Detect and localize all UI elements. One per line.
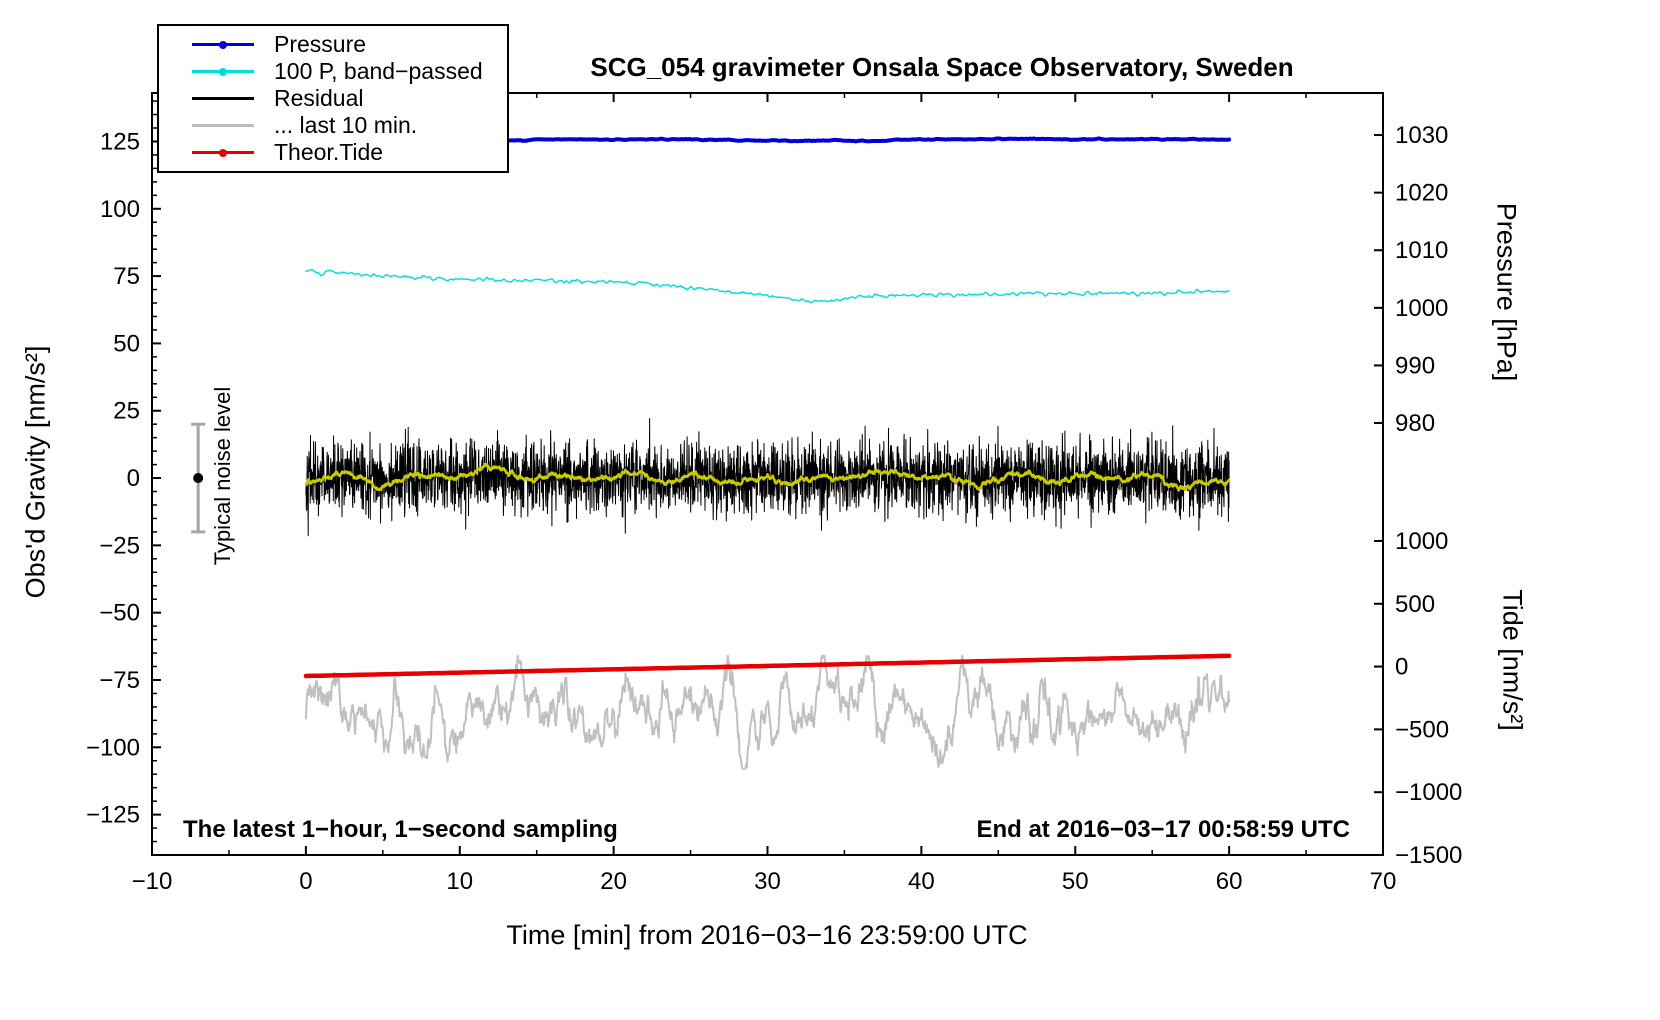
tide-tick-label: 500: [1395, 591, 1435, 618]
gravity-tick-label: 25: [113, 398, 140, 425]
legend-item-bandpassed: 100 P, band−passed: [159, 58, 507, 85]
x-tick-label: 30: [754, 868, 781, 895]
legend-label: Residual: [274, 85, 364, 111]
x-tick-label: 60: [1216, 868, 1243, 895]
x-tick-label: 70: [1370, 868, 1397, 895]
tide-tick-label: −500: [1395, 716, 1449, 743]
typical-noise-level-label: Typical noise level: [210, 386, 235, 566]
last10min-line-swatch: [159, 112, 264, 139]
x-tick-label: 10: [446, 868, 473, 895]
legend-label: Pressure: [274, 31, 367, 57]
tide-tick-label: −1500: [1395, 842, 1462, 869]
series-residual: [305, 418, 1230, 537]
x-tick-label: −10: [132, 868, 173, 895]
series-100-p-band-passed: [305, 269, 1230, 304]
gravity-tick-label: 0: [127, 465, 140, 492]
gravity-tick-label: −50: [99, 600, 140, 627]
x-tick-label: 20: [600, 868, 627, 895]
noise-marker-dot: [193, 473, 204, 484]
legend: Pressure 100 P, band−passed Residual ...…: [157, 24, 509, 173]
y-axis-label-pressure: Pressure [hPa]: [1491, 202, 1522, 382]
pressure-tick-label: 1000: [1395, 295, 1448, 322]
gravity-tick-label: 100: [100, 196, 140, 223]
pressure-tick-label: 1020: [1395, 180, 1448, 207]
pressure-line-swatch: [159, 31, 264, 58]
legend-label: Theor.Tide: [274, 139, 384, 165]
legend-item-residual: Residual: [159, 85, 507, 112]
legend-item-theortide: Theor.Tide: [159, 139, 507, 166]
series-theor-tide: [303, 653, 1232, 679]
x-tick-label: 0: [299, 868, 312, 895]
legend-item-pressure: Pressure: [159, 31, 507, 58]
pressure-tick-label: 980: [1395, 410, 1435, 437]
pressure-tick-label: 1030: [1395, 122, 1448, 149]
bandpassed-line-swatch: [159, 58, 264, 85]
x-tick-label: 40: [908, 868, 935, 895]
page-title: SCG_054 gravimeter Onsala Space Observat…: [590, 52, 1294, 82]
tide-tick-label: −1000: [1395, 779, 1462, 806]
series-residual-smoothed: [304, 462, 1231, 492]
legend-label: 100 P, band−passed: [274, 58, 483, 84]
legend-item-last10min: ... last 10 min.: [159, 112, 507, 139]
gravity-tick-label: −25: [99, 532, 140, 559]
y-axis-label-tide: Tide [nm/s²]: [1497, 589, 1528, 731]
gravity-tick-label: −100: [86, 734, 140, 761]
series--last-10-min-: [304, 654, 1231, 770]
sampling-annotation: The latest 1−hour, 1−second sampling: [183, 816, 618, 843]
gravity-tick-label: −75: [99, 667, 140, 694]
x-axis-label: Time [min] from 2016−03−16 23:59:00 UTC: [506, 920, 1028, 950]
theortide-line-swatch: [159, 139, 264, 166]
tide-tick-label: 1000: [1395, 528, 1448, 555]
pressure-tick-label: 990: [1395, 352, 1435, 379]
gravity-tick-label: −125: [86, 802, 140, 829]
gravity-tick-label: 50: [113, 330, 140, 357]
tide-tick-label: 0: [1395, 654, 1408, 681]
pressure-tick-label: 1010: [1395, 237, 1448, 264]
end-time-annotation: End at 2016−03−17 00:58:59 UTC: [976, 816, 1350, 843]
legend-label: ... last 10 min.: [274, 112, 418, 138]
y-axis-label-gravity: Obs'd Gravity [nm/s²]: [20, 345, 51, 599]
residual-line-swatch: [159, 85, 264, 112]
x-tick-label: 50: [1062, 868, 1089, 895]
gravity-tick-label: 75: [113, 263, 140, 290]
gravity-tick-label: 125: [100, 128, 140, 155]
